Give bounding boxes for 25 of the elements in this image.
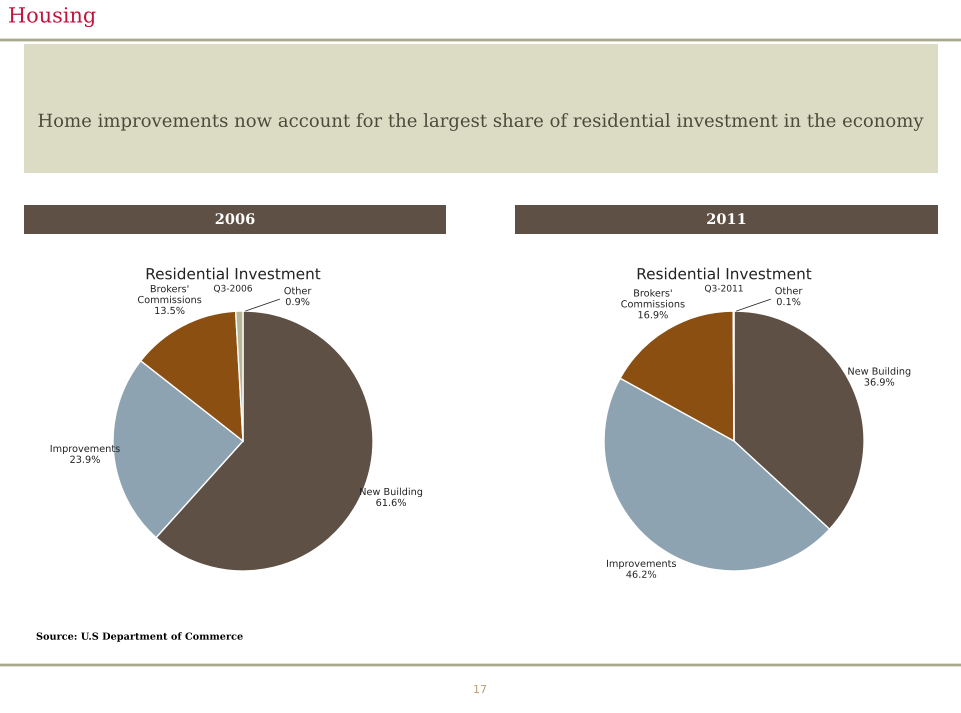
- text: 2011: [707, 213, 746, 224]
- slice-label: Other: [284, 286, 312, 294]
- data-label: 46.2%: [626, 570, 656, 578]
- slice-label: Brokers' Commissions: [138, 284, 202, 304]
- chart-title: Residential Investment: [146, 268, 320, 280]
- text: 17: [474, 684, 486, 694]
- slice-label: Brokers' Commissions: [621, 289, 685, 308]
- slice-label: Improvements: [50, 444, 120, 454]
- data-label: 61.6%: [376, 498, 406, 506]
- chart-title: Residential Investment: [638, 268, 812, 280]
- slice-label: Improvements: [606, 560, 676, 569]
- data-label: 13.5%: [155, 306, 185, 314]
- slice-label: New Building: [848, 367, 910, 377]
- text: Home improvements now account for the largest share of residential investment in the economy: [38, 113, 924, 131]
- text: 2006: [216, 213, 255, 224]
- text: Housing: [9, 7, 96, 28]
- data-label: 36.9%: [864, 378, 894, 386]
- chart-subtitle: Q3-2011: [704, 284, 743, 293]
- chart-subtitle: Q3-2006: [214, 284, 252, 293]
- data-label: 0.9%: [286, 298, 310, 306]
- slice-label: Other: [775, 286, 802, 294]
- data-label: 16.9%: [638, 311, 668, 318]
- data-label: 0.1%: [776, 298, 800, 306]
- data-label: 23.9%: [70, 456, 100, 463]
- source-note: Source: U.S Department of Commerce: [36, 632, 243, 642]
